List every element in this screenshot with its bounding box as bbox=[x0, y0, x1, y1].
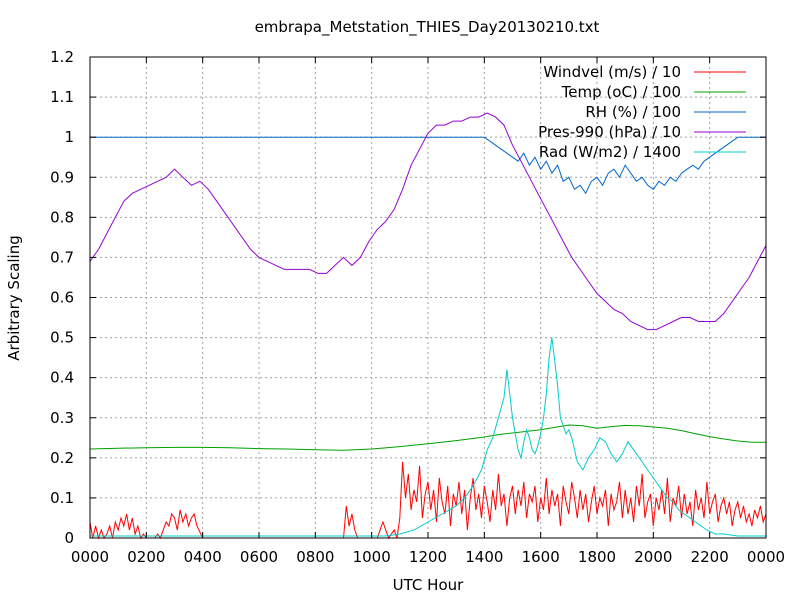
legend-label: Rad (W/m2) / 1400 bbox=[539, 143, 681, 161]
y-tick-label: 0.1 bbox=[50, 489, 74, 507]
x-tick-label: 0000 bbox=[71, 548, 109, 566]
x-tick-label: 1600 bbox=[522, 548, 560, 566]
legend: Windvel (m/s) / 10 Temp (oC) / 100 RH (%) … bbox=[538, 63, 746, 161]
y-tick-label: 0.5 bbox=[50, 329, 74, 347]
x-tick-label: 0600 bbox=[240, 548, 278, 566]
y-tick-label: 0 bbox=[64, 529, 74, 547]
x-tick-label: 0800 bbox=[296, 548, 334, 566]
y-tick-label: 0.8 bbox=[50, 208, 74, 226]
y-tick-label: 0.3 bbox=[50, 409, 74, 427]
x-tick-label: 1800 bbox=[578, 548, 616, 566]
chart-title: embrapa_Metstation_THIES_Day20130210.txt bbox=[255, 18, 600, 37]
x-tick-label: 1400 bbox=[465, 548, 503, 566]
y-axis-label: Arbitrary Scaling bbox=[5, 235, 23, 361]
legend-label: RH (%) / 100 bbox=[585, 103, 681, 121]
series-line-3 bbox=[90, 136, 766, 195]
series-line-4 bbox=[89, 112, 767, 331]
y-axis-ticks: 0 0.1 0.2 0.3 0.4 0.5 0.6 0.7 0.8 0.9 1 1.1 1.2 bbox=[50, 48, 766, 547]
legend-label: Pres-990 (hPa) / 10 bbox=[538, 123, 681, 141]
x-axis-label: UTC Hour bbox=[393, 576, 464, 594]
x-tick-label: 1200 bbox=[409, 548, 447, 566]
legend-label: Temp (oC) / 100 bbox=[561, 83, 681, 101]
y-tick-label: 1 bbox=[64, 128, 74, 146]
legend-label: Windvel (m/s) / 10 bbox=[543, 63, 681, 81]
x-tick-label: 2200 bbox=[691, 548, 729, 566]
x-tick-label: 0200 bbox=[127, 548, 165, 566]
y-tick-label: 1.2 bbox=[50, 48, 74, 66]
x-tick-label: 0000 bbox=[747, 548, 785, 566]
y-tick-label: 0.2 bbox=[50, 449, 74, 467]
x-tick-label: 2000 bbox=[634, 548, 672, 566]
x-tick-label: 1000 bbox=[353, 548, 391, 566]
x-tick-label: 0400 bbox=[184, 548, 222, 566]
x-axis-ticks: 0000 0200 0400 0600 0800 1000 1200 1400 1600 1800… bbox=[71, 57, 785, 566]
series-line-5 bbox=[90, 337, 766, 537]
series-line-1 bbox=[89, 461, 767, 540]
y-tick-label: 0.6 bbox=[50, 289, 74, 307]
series-layer bbox=[89, 112, 767, 540]
y-tick-label: 0.4 bbox=[50, 369, 74, 387]
y-tick-label: 1.1 bbox=[50, 88, 74, 106]
y-tick-label: 0.9 bbox=[50, 168, 74, 186]
y-tick-label: 0.7 bbox=[50, 248, 74, 266]
